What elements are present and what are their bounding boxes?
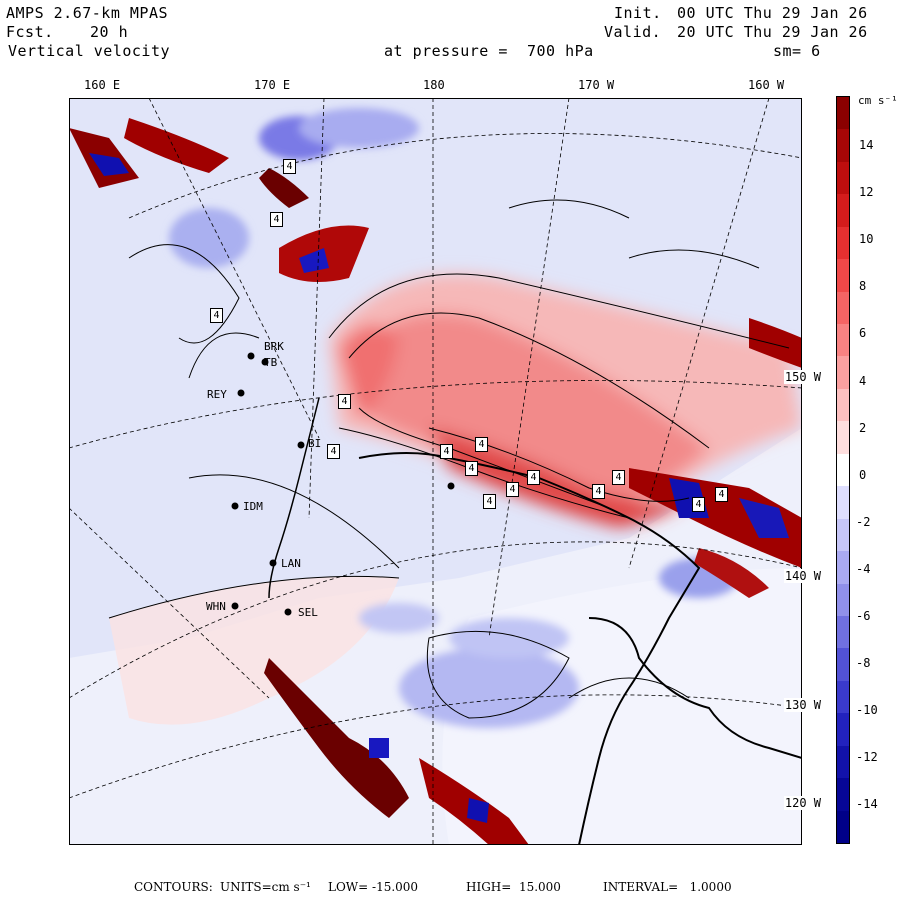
contour-lines <box>108 199 790 719</box>
contour-value-box: 4 <box>270 212 283 227</box>
colorbar-band <box>837 518 849 552</box>
colorbar-tick-label: -6 <box>856 609 871 623</box>
colorbar-band <box>837 778 849 812</box>
lon-label: 160 W <box>748 78 785 92</box>
colorbar-tick-label: -4 <box>856 561 871 576</box>
forecast-label: Fcst. <box>6 23 54 41</box>
lat-label: 130 W <box>783 698 822 712</box>
colorbar-band <box>837 615 849 649</box>
field-name: Vertical velocity <box>8 42 171 60</box>
colorbar-band <box>837 486 849 520</box>
colorbar <box>836 96 850 844</box>
contour-value-box: 4 <box>327 444 340 459</box>
footer-interval: INTERVAL= 1.0000 <box>603 880 732 894</box>
colorbar-band <box>837 97 849 130</box>
colorbar-band <box>837 194 849 228</box>
terrain-couplets <box>69 118 802 845</box>
station-label: WHN <box>206 600 226 613</box>
lat-label: 150 W <box>783 370 822 384</box>
footer-high: HIGH= 15.000 <box>466 880 561 894</box>
colorbar-band <box>837 129 849 163</box>
colorbar-band <box>837 421 849 455</box>
station-label: BI <box>308 437 322 450</box>
victoria-land-coast <box>268 397 320 599</box>
lon-label: 170 E <box>254 78 291 92</box>
colorbar-band <box>837 453 849 487</box>
valid-time: 20 UTC Thu 29 Jan 26 <box>677 23 868 41</box>
station-dots <box>231 352 455 616</box>
contour-value-box: 4 <box>506 482 519 497</box>
colorbar-band <box>837 551 849 584</box>
colorbar-band <box>837 291 849 325</box>
lat-label: 120 W <box>783 796 822 810</box>
init-label: Init. <box>614 4 662 22</box>
contour-value-box: 4 <box>592 484 605 499</box>
lon-label: 160 E <box>84 78 121 92</box>
colorbar-band <box>837 648 849 682</box>
contour-value-box: 4 <box>527 470 540 485</box>
lon-label: 180 <box>423 78 445 92</box>
smoothing: sm= 6 <box>773 42 821 60</box>
colorbar-band <box>837 745 849 779</box>
colorbar-tick-label: 6 <box>859 326 867 341</box>
colorbar-tick-label: 2 <box>859 420 867 435</box>
contour-value-box: 4 <box>210 308 223 323</box>
colorbar-tick-label: 12 <box>859 185 874 200</box>
station-label: BRK <box>264 340 284 353</box>
colorbar-tick-label: 8 <box>859 279 867 294</box>
colorbar-tick-label: 14 <box>859 138 874 152</box>
lon-label: 170 W <box>578 78 615 92</box>
contour-value-box: 4 <box>612 470 625 485</box>
station-label: IDM <box>243 500 263 513</box>
contour-value-box: 4 <box>465 461 478 476</box>
colorbar-band <box>837 226 849 260</box>
station-label: LAN <box>281 557 301 570</box>
colorbar-units: cm s⁻¹ <box>858 94 898 107</box>
colorbar-tick-label: -14 <box>856 797 878 812</box>
colorbar-tick-label: -12 <box>856 750 878 765</box>
colorbar-band <box>837 713 849 747</box>
map-frame <box>69 98 802 845</box>
valid-label: Valid. <box>604 23 662 41</box>
colorbar-band <box>837 810 849 844</box>
colorbar-tick-label: -2 <box>856 514 871 529</box>
contour-value-box: 4 <box>440 444 453 459</box>
contour-value-box: 4 <box>483 494 496 509</box>
colorbar-band <box>837 680 849 714</box>
colorbar-tick-label: -8 <box>856 656 871 671</box>
contour-value-box: 4 <box>715 487 728 502</box>
velocity-map[interactable] <box>69 98 802 845</box>
pressure-level: at pressure = 700 hPa <box>384 42 594 60</box>
ice-shelf-edge <box>588 617 802 759</box>
colorbar-tick-label: 0 <box>859 467 867 482</box>
station-label: REY <box>207 388 227 401</box>
forecast-hour: 20 h <box>90 23 129 41</box>
colorbar-band <box>837 356 849 390</box>
contour-value-box: 4 <box>692 497 705 512</box>
station-label: SEL <box>298 606 318 619</box>
coastline <box>358 452 701 845</box>
colorbar-band <box>837 324 849 357</box>
footer-low: LOW= -15.000 <box>328 880 419 894</box>
colorbar-band <box>837 388 849 422</box>
colorbar-tick-label: 4 <box>859 373 867 388</box>
footer-contours-label: CONTOURS: <box>134 880 213 894</box>
colorbar-tick-label: -10 <box>856 703 878 718</box>
colorbar-band <box>837 259 849 293</box>
colorbar-band <box>837 161 849 195</box>
footer-units: UNITS=cm s⁻¹ <box>220 880 311 894</box>
colorbar-band <box>837 583 849 617</box>
weak-ascent-area <box>109 576 399 725</box>
model-title: AMPS 2.67-km MPAS <box>6 4 169 22</box>
station-label: TB <box>264 356 278 369</box>
contour-value-box: 4 <box>475 437 488 452</box>
contour-value-box: 4 <box>338 394 351 409</box>
lat-label: 140 W <box>783 569 822 583</box>
contour-value-box: 4 <box>283 159 296 174</box>
graticule <box>69 98 802 845</box>
init-time: 00 UTC Thu 29 Jan 26 <box>677 4 868 22</box>
colorbar-tick-label: 10 <box>859 232 874 247</box>
